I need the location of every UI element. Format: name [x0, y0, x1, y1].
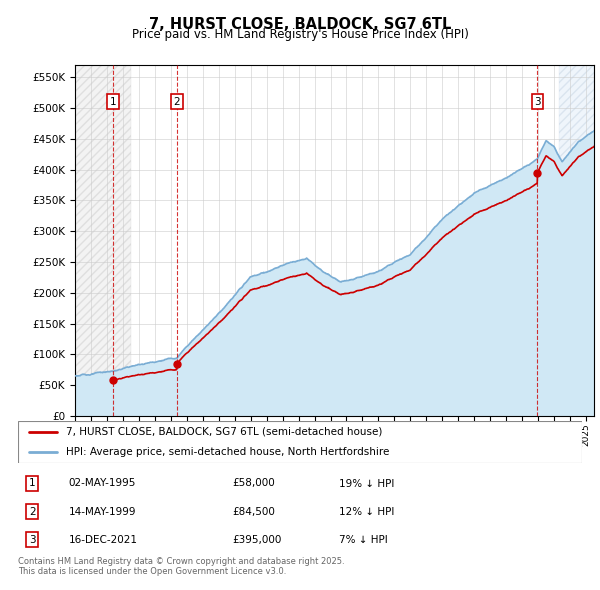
Bar	[75, 65, 131, 416]
Text: 16-DEC-2021: 16-DEC-2021	[69, 535, 138, 545]
Text: 02-MAY-1995: 02-MAY-1995	[69, 478, 136, 489]
Text: £84,500: £84,500	[232, 507, 275, 516]
Text: 3: 3	[29, 535, 35, 545]
Text: 7, HURST CLOSE, BALDOCK, SG7 6TL (semi-detached house): 7, HURST CLOSE, BALDOCK, SG7 6TL (semi-d…	[66, 427, 382, 437]
Text: HPI: Average price, semi-detached house, North Hertfordshire: HPI: Average price, semi-detached house,…	[66, 447, 389, 457]
Text: 12% ↓ HPI: 12% ↓ HPI	[340, 507, 395, 516]
Bar	[559, 65, 594, 416]
Text: 1: 1	[29, 478, 35, 489]
Text: 3: 3	[534, 97, 541, 107]
Text: 2: 2	[173, 97, 180, 107]
Text: £395,000: £395,000	[232, 535, 281, 545]
Text: 2: 2	[29, 507, 35, 516]
Text: 7, HURST CLOSE, BALDOCK, SG7 6TL: 7, HURST CLOSE, BALDOCK, SG7 6TL	[149, 17, 451, 31]
Text: £58,000: £58,000	[232, 478, 275, 489]
Text: 19% ↓ HPI: 19% ↓ HPI	[340, 478, 395, 489]
Text: Contains HM Land Registry data © Crown copyright and database right 2025.
This d: Contains HM Land Registry data © Crown c…	[18, 557, 344, 576]
Text: 14-MAY-1999: 14-MAY-1999	[69, 507, 136, 516]
Text: 7% ↓ HPI: 7% ↓ HPI	[340, 535, 388, 545]
Text: 1: 1	[110, 97, 116, 107]
Text: Price paid vs. HM Land Registry's House Price Index (HPI): Price paid vs. HM Land Registry's House …	[131, 28, 469, 41]
